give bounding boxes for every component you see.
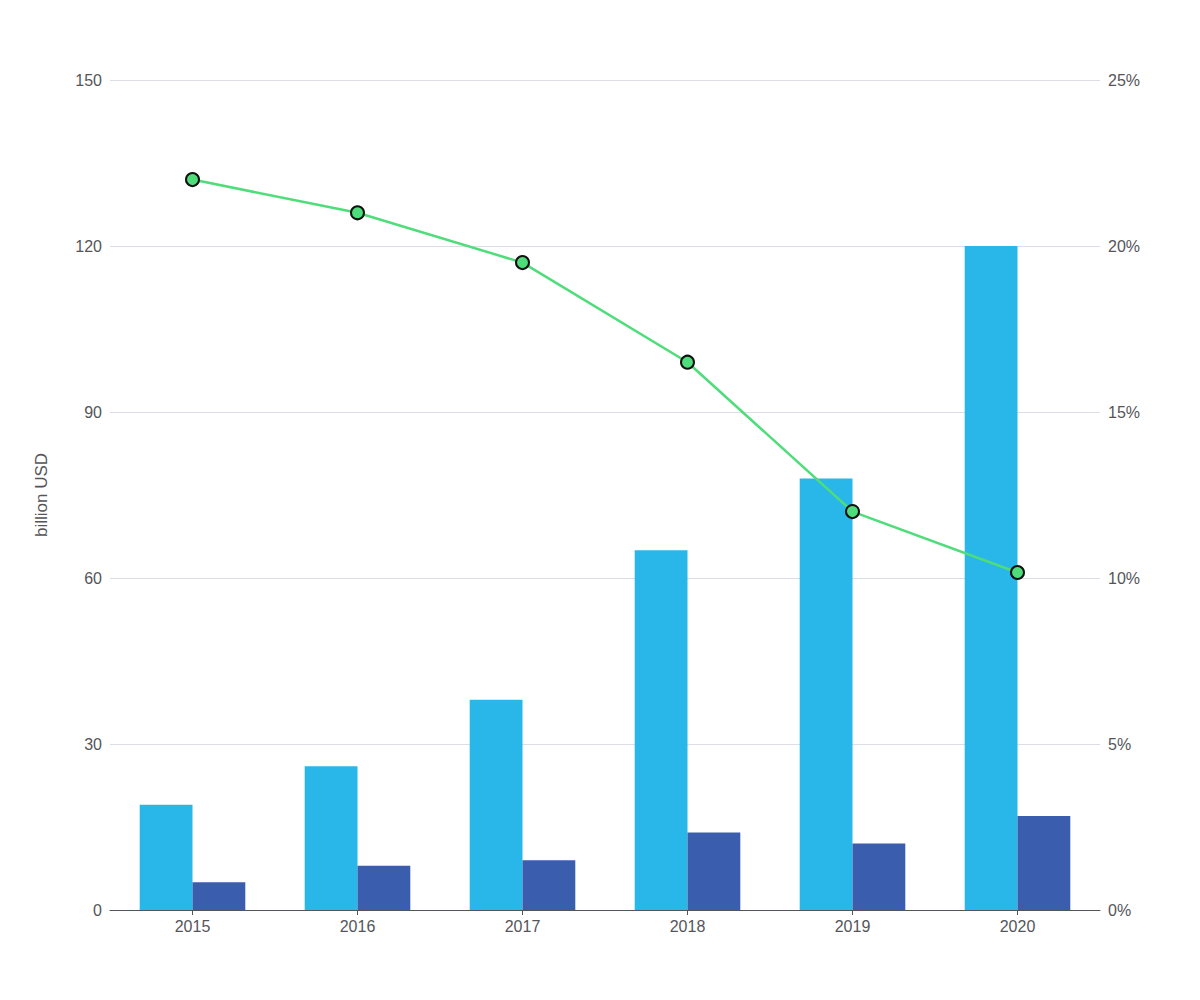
svg-text:20%: 20% [1108,238,1140,255]
svg-text:0%: 0% [1108,902,1131,919]
svg-text:2016: 2016 [340,918,376,935]
svg-text:10%: 10% [1108,570,1140,587]
svg-text:2019: 2019 [835,918,871,935]
svg-text:2018: 2018 [670,918,706,935]
svg-text:2015: 2015 [175,918,211,935]
svg-text:60: 60 [84,570,102,587]
svg-text:2020: 2020 [1000,918,1036,935]
svg-text:90: 90 [84,404,102,421]
svg-text:billion USD: billion USD [32,453,51,537]
svg-text:120: 120 [75,238,102,255]
svg-text:150: 150 [75,72,102,89]
svg-text:2017: 2017 [505,918,541,935]
svg-text:15%: 15% [1108,404,1140,421]
svg-text:5%: 5% [1108,736,1131,753]
svg-text:25%: 25% [1108,72,1140,89]
svg-text:30: 30 [84,736,102,753]
svg-text:0: 0 [93,902,102,919]
